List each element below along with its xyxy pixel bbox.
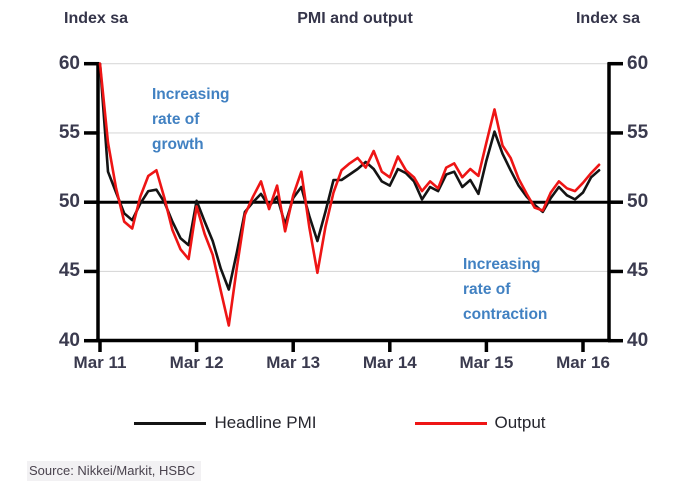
- y-axis-label-left-50: 50: [58, 191, 80, 213]
- y-axis-label-left-40: 40: [58, 329, 80, 351]
- chart-plot-area: [84, 61, 623, 352]
- x-axis-label-mar-16: Mar 16: [556, 353, 610, 372]
- x-axis-label-mar-11: Mar 11: [73, 353, 127, 372]
- legend-label: Headline PMI: [214, 413, 317, 432]
- y-axis-label-right-60: 60: [627, 52, 649, 74]
- x-axis-label-mar-15: Mar 15: [459, 353, 514, 372]
- x-axis-label-mar-13: Mar 13: [266, 353, 321, 372]
- y-axis-label-left-55: 55: [58, 121, 80, 143]
- legend-line-swatch: [414, 421, 487, 425]
- chart-legend: Headline PMI Output: [0, 410, 680, 436]
- y-axis-label-left-45: 45: [58, 260, 80, 282]
- series-line-output: [98, 62, 601, 327]
- series-line-headline-pmi: [98, 62, 601, 291]
- legend-label: Output: [494, 413, 546, 432]
- source-note: Source: Nikkei/Markit, HSBC: [27, 461, 202, 481]
- left-axis-unit-label: Index sa: [64, 10, 129, 27]
- y-axis-label-left-60: 60: [58, 52, 80, 74]
- x-axis-label-mar-14: Mar 14: [362, 353, 417, 372]
- right-axis-unit-label: Index sa: [575, 10, 640, 27]
- y-axis-label-right-40: 40: [627, 329, 649, 351]
- annotation-increasing-contraction: Increasing rate of contraction: [463, 256, 548, 323]
- y-axis-label-right-50: 50: [627, 191, 649, 213]
- legend-line-swatch: [134, 421, 207, 425]
- chart-title: PMI and output: [297, 10, 413, 27]
- x-axis-label-mar-12: Mar 12: [169, 353, 224, 372]
- legend-item-output: Output: [414, 413, 546, 433]
- annotation-increasing-growth: Increasing rate of growth: [152, 86, 230, 153]
- y-axis-label-right-55: 55: [627, 121, 649, 143]
- legend-item-headline-pmi: Headline PMI: [134, 413, 317, 433]
- y-axis-label-right-45: 45: [627, 260, 649, 282]
